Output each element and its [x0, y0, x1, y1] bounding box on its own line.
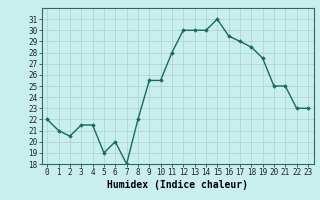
X-axis label: Humidex (Indice chaleur): Humidex (Indice chaleur): [107, 180, 248, 190]
